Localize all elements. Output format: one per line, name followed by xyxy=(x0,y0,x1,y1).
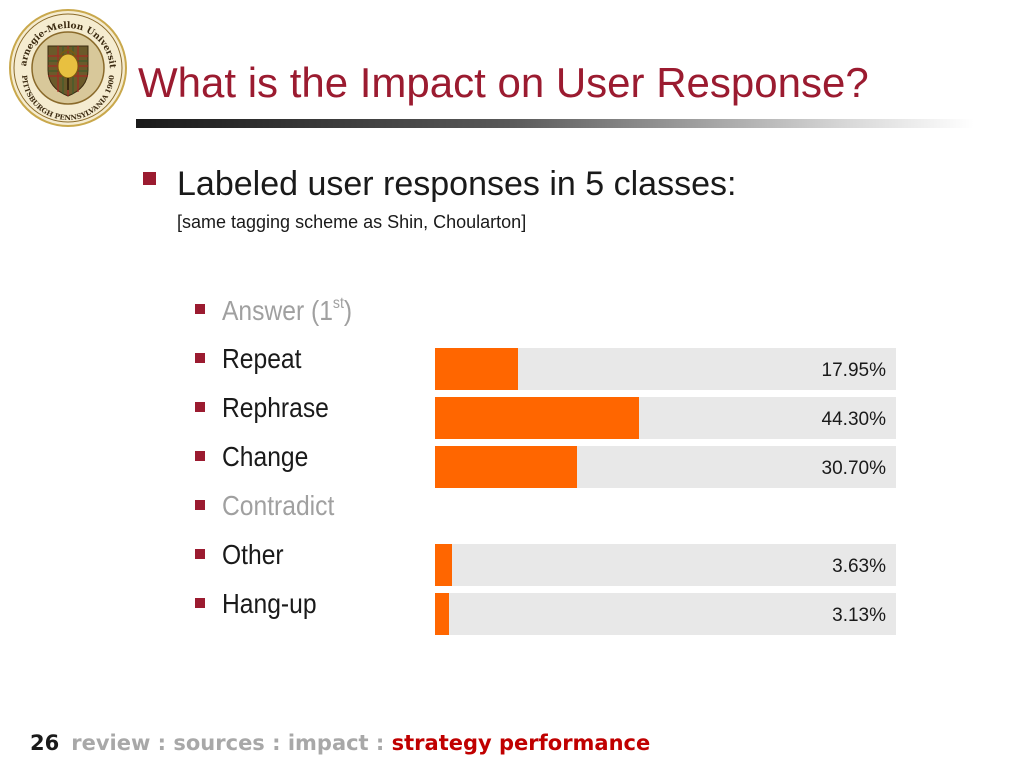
class-label-answer-1: Answer (1st) xyxy=(222,295,353,326)
footer-breadcrumb: review : sources : impact : xyxy=(71,731,392,755)
class-label-other: Other xyxy=(222,539,284,570)
bullet-square-icon xyxy=(195,353,205,363)
bar-value-label-hang-up: 3.13% xyxy=(832,605,886,626)
bar-value-label-rephrase: 44.30% xyxy=(821,409,886,430)
bullet-square-icon xyxy=(143,172,156,185)
title-underline xyxy=(136,119,974,128)
bar-value-label-change: 30.70% xyxy=(821,458,886,479)
class-label-hang-up: Hang-up xyxy=(222,588,317,619)
page-number: 26 xyxy=(30,731,60,755)
bar-value-label-other: 3.63% xyxy=(832,556,886,577)
bar-hang-up xyxy=(435,593,449,635)
bullet-square-icon xyxy=(195,500,205,510)
bullet-square-icon xyxy=(195,402,205,412)
bar-value-label-repeat: 17.95% xyxy=(821,360,886,381)
main-bullet-text: Labeled user responses in 5 classes: xyxy=(177,165,737,203)
bar-track-other: 3.63% xyxy=(435,544,896,586)
bar-track-repeat: 17.95% xyxy=(435,348,896,390)
class-label-repeat: Repeat xyxy=(222,343,302,374)
bar-track-rephrase: 44.30% xyxy=(435,397,896,439)
university-seal-logo: Carnegie-Mellon University PITTSBURGH PE… xyxy=(8,8,127,127)
main-bullet-subtext: [same tagging scheme as Shin, Choularton… xyxy=(177,212,527,232)
bullet-square-icon xyxy=(195,304,205,314)
bullet-square-icon xyxy=(195,451,205,461)
bullet-square-icon xyxy=(195,598,205,608)
bar-track-change: 30.70% xyxy=(435,446,896,488)
bullet-square-icon xyxy=(195,549,205,559)
class-label-rephrase: Rephrase xyxy=(222,392,329,423)
slide-footer: 26 review : sources : impact : strategy p… xyxy=(30,731,650,755)
class-label-contradict: Contradict xyxy=(222,490,335,521)
slide-title: What is the Impact on User Response? xyxy=(138,59,869,106)
bar-repeat xyxy=(435,348,518,390)
bar-other xyxy=(435,544,452,586)
footer-current-section: strategy performance xyxy=(391,731,651,755)
bar-rephrase xyxy=(435,397,639,439)
bar-track-hang-up: 3.13% xyxy=(435,593,896,635)
class-label-change: Change xyxy=(222,441,309,472)
bar-change xyxy=(435,446,577,488)
